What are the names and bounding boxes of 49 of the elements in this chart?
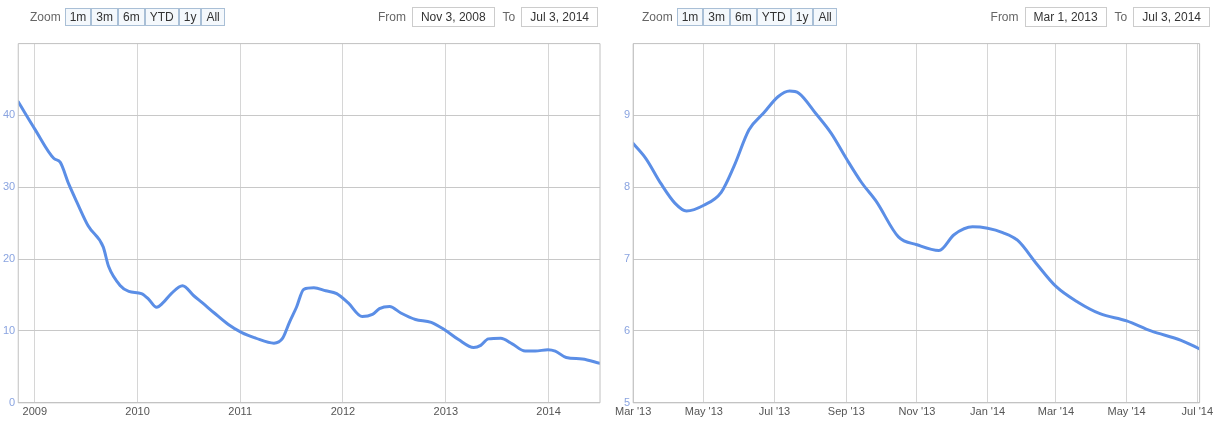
x-tick-label: Mar '13: [615, 405, 652, 418]
x-tick-label: 2012: [330, 405, 356, 418]
y-tick-label: 20: [2, 252, 16, 265]
x-tick-label: Mar '14: [1037, 405, 1075, 418]
text: To: [1114, 10, 1128, 24]
text: 3m: [91, 8, 119, 26]
text: All: [813, 8, 837, 26]
text: From: [990, 10, 1019, 24]
y-tick-label: 6: [624, 323, 631, 336]
text: Jul 3, 2014: [521, 7, 598, 27]
text: Mar 1, 2013: [1024, 7, 1107, 27]
text: Zoom: [642, 10, 673, 24]
x-tick-label: May '14: [1107, 405, 1146, 418]
y-tick-label: 8: [624, 180, 631, 193]
text: 1m: [676, 8, 704, 26]
line-series: [18, 100, 600, 365]
text: To: [502, 10, 516, 24]
x-tick-label: Jul '13: [758, 405, 791, 418]
x-tick-label: 2014: [536, 405, 561, 418]
text: Jul 3, 2014: [1133, 7, 1210, 27]
y-tick-label: 0: [9, 395, 16, 408]
y-tick-label: 9: [624, 108, 631, 121]
x-tick-label: Jul '14: [1181, 405, 1214, 418]
x-tick-label: 2010: [125, 405, 150, 418]
text: All: [201, 8, 225, 26]
text: 6m: [118, 8, 145, 26]
y-tick-label: 30: [2, 180, 16, 193]
text: 1y: [790, 8, 814, 26]
x-tick-label: Sep '13: [827, 405, 865, 418]
x-tick-label: Jan '14: [970, 405, 1006, 418]
text: 1y: [178, 8, 202, 26]
text: 1m: [64, 8, 92, 26]
y-tick-label: 5: [624, 395, 631, 408]
text: YTD: [756, 8, 791, 26]
text: 3m: [703, 8, 731, 26]
x-tick-label: 2013: [433, 405, 459, 418]
text: 6m: [730, 8, 757, 26]
y-tick-label: 7: [624, 252, 631, 265]
text: Zoom: [30, 10, 61, 24]
text: YTD: [144, 8, 179, 26]
text: Nov 3, 2008: [411, 7, 495, 27]
x-tick-label: 2011: [228, 405, 253, 418]
x-tick-label: May '13: [684, 405, 723, 418]
text: From: [377, 10, 406, 24]
line-series: [633, 89, 1200, 351]
y-tick-label: 40: [2, 108, 16, 121]
x-tick-label: 2009: [22, 405, 48, 418]
y-tick-label: 10: [2, 323, 16, 336]
x-tick-label: Nov '13: [898, 405, 936, 418]
